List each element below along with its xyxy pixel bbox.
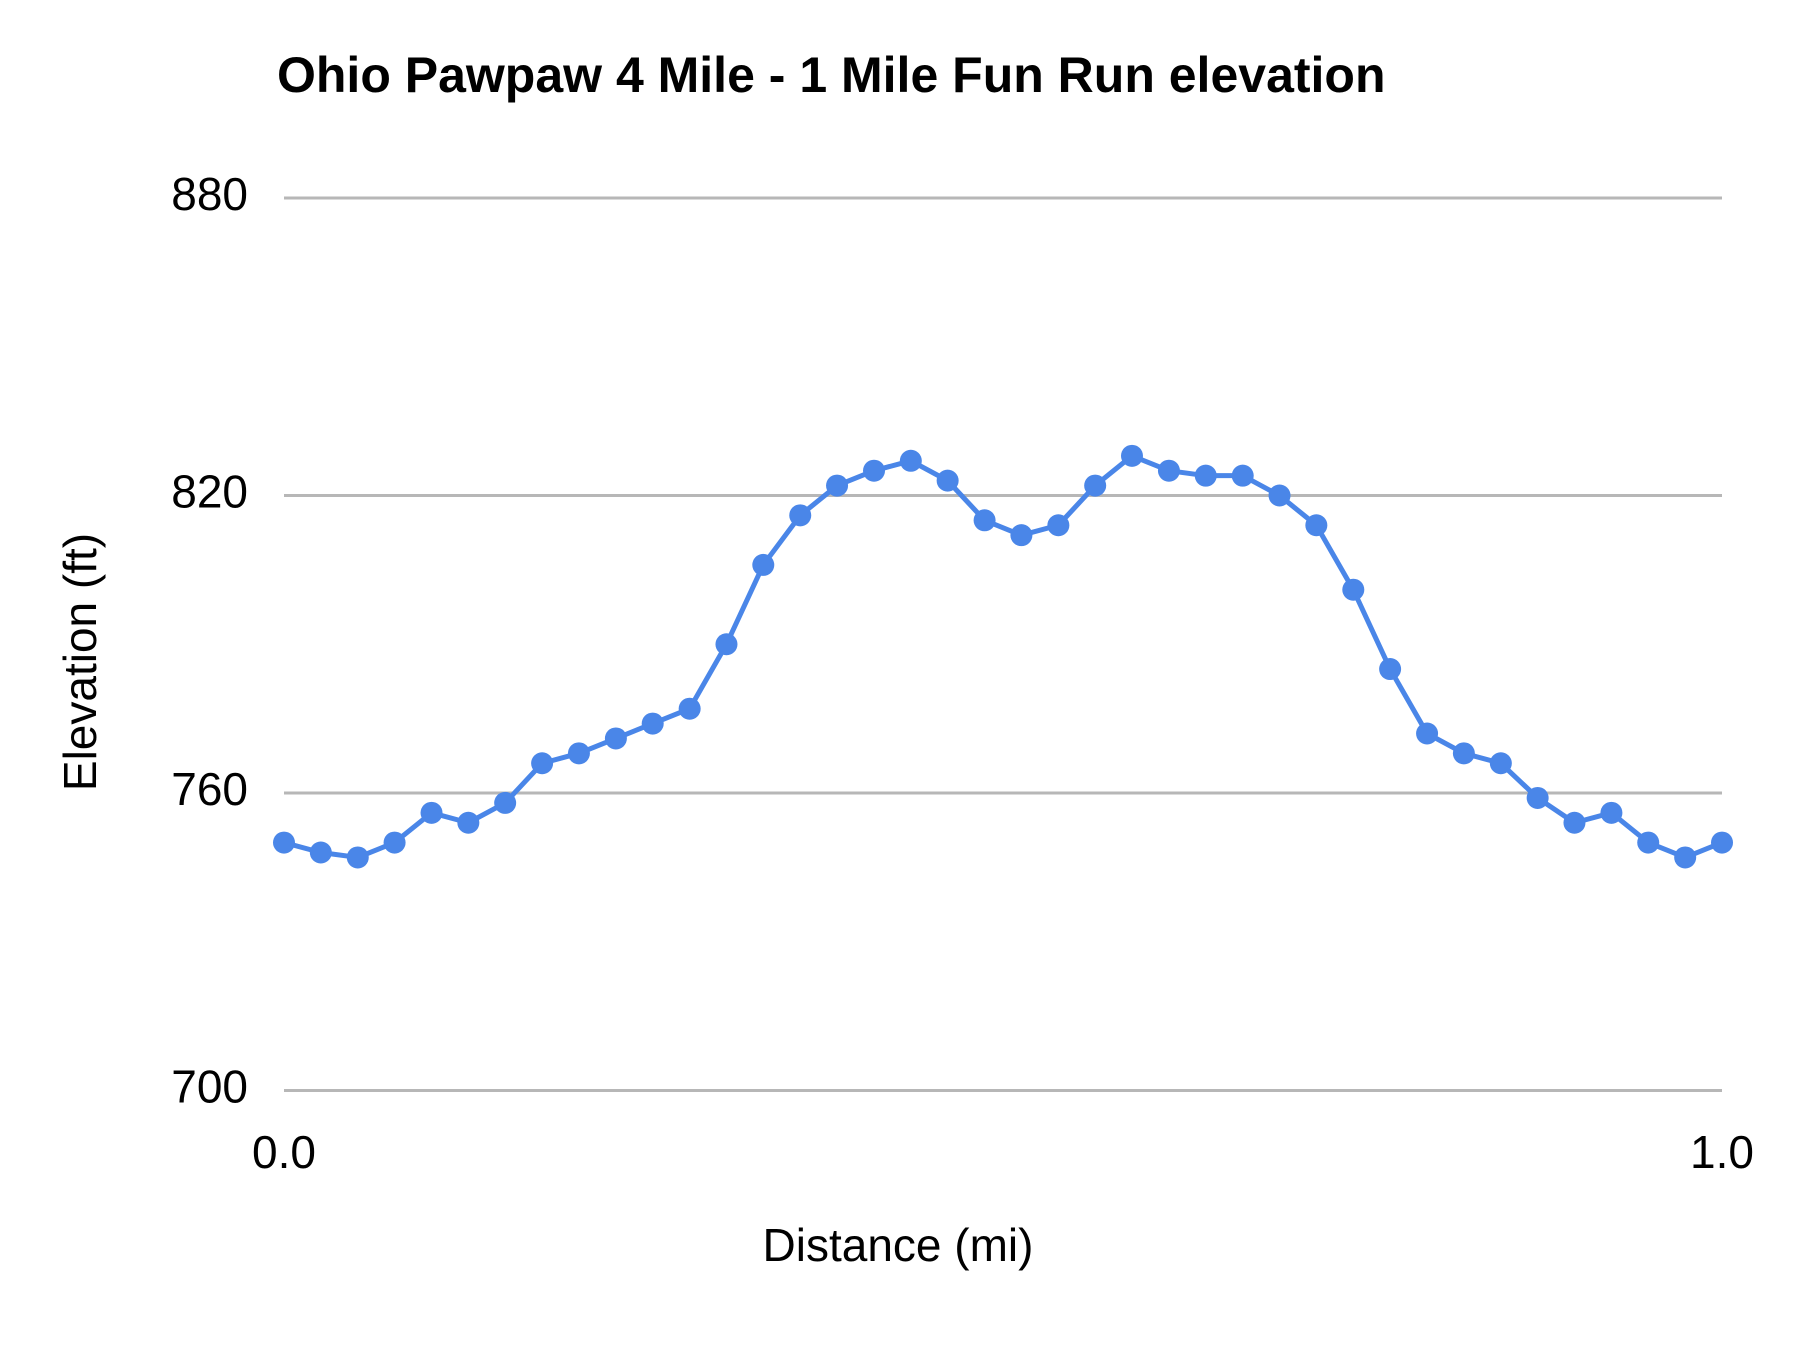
- x-axis-title: Distance (mi): [762, 1219, 1034, 1271]
- data-point[interactable]: [346, 846, 369, 869]
- data-point[interactable]: [752, 553, 775, 576]
- data-point[interactable]: [1120, 444, 1143, 467]
- data-point[interactable]: [678, 697, 701, 720]
- data-point[interactable]: [1010, 524, 1033, 547]
- data-point[interactable]: [457, 811, 480, 834]
- data-point[interactable]: [1268, 484, 1291, 507]
- y-tick-label: 760: [171, 763, 248, 815]
- data-point[interactable]: [1084, 474, 1107, 497]
- data-point[interactable]: [1416, 722, 1439, 745]
- data-point[interactable]: [641, 712, 664, 735]
- data-point[interactable]: [1674, 846, 1697, 869]
- data-point[interactable]: [973, 509, 996, 532]
- y-tick-label: 880: [171, 168, 248, 220]
- x-tick-label: 0.0: [252, 1126, 316, 1178]
- data-point[interactable]: [604, 727, 627, 750]
- data-point[interactable]: [1342, 578, 1365, 601]
- data-point[interactable]: [1231, 464, 1254, 487]
- elevation-line: [281, 453, 1725, 860]
- y-tick-label: 820: [171, 466, 248, 518]
- data-point[interactable]: [1711, 831, 1733, 854]
- data-point[interactable]: [789, 504, 812, 527]
- data-point[interactable]: [309, 841, 332, 864]
- data-point[interactable]: [531, 752, 554, 775]
- y-axis-title: Elevation (ft): [54, 532, 106, 792]
- data-point[interactable]: [715, 633, 738, 656]
- data-point[interactable]: [273, 831, 295, 854]
- data-point[interactable]: [1637, 831, 1660, 854]
- x-tick-label: 1.0: [1690, 1126, 1754, 1178]
- data-point[interactable]: [420, 801, 443, 824]
- data-point[interactable]: [1452, 742, 1475, 765]
- data-point[interactable]: [1489, 752, 1512, 775]
- data-point[interactable]: [1157, 459, 1180, 482]
- data-point[interactable]: [1526, 786, 1549, 809]
- data-point[interactable]: [494, 791, 517, 814]
- data-point[interactable]: [899, 449, 922, 472]
- data-point[interactable]: [1600, 801, 1623, 824]
- chart-title: Ohio Pawpaw 4 Mile - 1 Mile Fun Run elev…: [277, 47, 1386, 103]
- data-point[interactable]: [383, 831, 406, 854]
- data-point[interactable]: [826, 474, 849, 497]
- data-point[interactable]: [1379, 658, 1402, 681]
- data-point[interactable]: [863, 459, 886, 482]
- y-tick-label: 700: [171, 1061, 248, 1113]
- data-point[interactable]: [936, 469, 959, 492]
- data-point[interactable]: [1194, 464, 1217, 487]
- data-point[interactable]: [1047, 514, 1070, 537]
- data-point[interactable]: [1563, 811, 1586, 834]
- data-point[interactable]: [1305, 514, 1328, 537]
- data-point[interactable]: [567, 742, 590, 765]
